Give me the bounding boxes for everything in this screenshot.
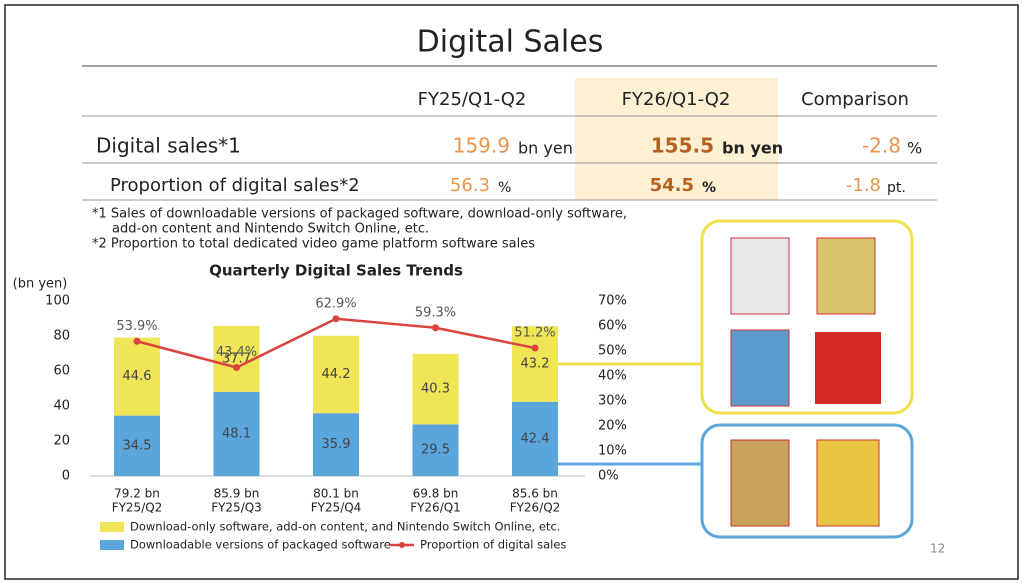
value-label: 35.9	[322, 437, 351, 452]
y-axis-label: (bn yen)	[13, 277, 68, 292]
bar-segment	[412, 353, 459, 425]
total-label: 85.9 bn	[214, 487, 260, 501]
cell-unit: %	[907, 139, 922, 158]
line-value-label: 53.9%	[116, 319, 157, 334]
cell-unit: bn yen	[518, 139, 573, 158]
y2-tick-label: 20%	[598, 419, 627, 434]
line-value-label: 62.9%	[315, 296, 356, 311]
cell-value: 56.3	[450, 175, 490, 196]
x-tick-label: FY25/Q2	[112, 501, 163, 515]
line-value-label: 51.2%	[514, 326, 555, 341]
footnote: add-on content and Nintendo Switch Onlin…	[112, 222, 429, 237]
total-label: 69.8 bn	[413, 487, 459, 501]
x-tick-label: FY25/Q3	[211, 501, 262, 515]
value-label: 43.2	[521, 357, 550, 372]
bar-segment	[213, 391, 260, 476]
y2-tick-label: 60%	[598, 319, 627, 334]
x-tick-label: FY25/Q4	[311, 501, 362, 515]
footnote: *1 Sales of downloadable versions of pac…	[92, 207, 627, 222]
bar-segment	[412, 424, 459, 476]
bar-segment	[313, 413, 359, 476]
chart-title: Quarterly Digital Sales Trends	[209, 262, 463, 280]
column-header: FY26/Q1-Q2	[622, 89, 731, 110]
line-point	[531, 344, 539, 352]
y2-tick-label: 0%	[598, 469, 619, 484]
cell-value: 155.5	[651, 134, 714, 158]
line-point	[332, 315, 340, 323]
bar-segment	[512, 326, 558, 402]
y2-tick-label: 30%	[598, 394, 627, 409]
line-point	[233, 364, 240, 371]
y-tick-label: 0	[62, 469, 70, 484]
page-number: 12	[930, 542, 945, 556]
value-label: 44.2	[322, 367, 351, 382]
product-image	[816, 439, 880, 527]
product-image	[730, 237, 790, 315]
legend-label: Proportion of digital sales	[420, 538, 566, 552]
cell-unit: bn yen	[722, 139, 783, 158]
cell-value: -2.8	[862, 134, 901, 158]
y-tick-label: 100	[45, 294, 70, 309]
line-point	[432, 324, 439, 332]
bar-segment	[512, 401, 558, 476]
legend-swatch	[100, 522, 124, 532]
highlight-column	[575, 78, 778, 200]
line-value-label: 59.3%	[415, 305, 456, 320]
x-tick-label: FY26/Q1	[410, 501, 461, 515]
legend-swatch	[100, 540, 124, 550]
legend-label: Download-only software, add-on content, …	[130, 520, 560, 534]
product-image	[815, 332, 881, 404]
cell-value: 159.9	[453, 134, 510, 158]
bar-segment	[313, 335, 359, 414]
cell-value: -1.8	[846, 175, 881, 196]
footnote: *2 Proportion to total dedicated video g…	[92, 237, 535, 252]
product-image	[730, 439, 790, 527]
y-tick-label: 20	[53, 434, 70, 449]
cell-unit: %	[498, 180, 511, 196]
y2-tick-label: 40%	[598, 369, 627, 384]
legend-label: Downloadable versions of packaged softwa…	[130, 538, 391, 552]
legend-swatch	[399, 542, 405, 548]
line-value-label: 43.4%	[216, 345, 257, 360]
value-label: 44.6	[123, 369, 152, 384]
cell-unit: %	[702, 180, 716, 196]
bar-segment	[114, 337, 160, 416]
slide-title: Digital Sales	[417, 25, 604, 60]
row-label: Digital sales*1	[96, 134, 241, 158]
column-header: Comparison	[801, 89, 909, 110]
y2-tick-label: 10%	[598, 444, 627, 459]
y2-tick-label: 50%	[598, 344, 627, 359]
line-point	[133, 337, 141, 345]
product-image	[816, 237, 876, 315]
value-label: 34.5	[123, 438, 152, 453]
y-tick-label: 60	[53, 364, 70, 379]
value-label: 40.3	[421, 382, 450, 397]
y-tick-label: 80	[53, 329, 70, 344]
y2-tick-label: 70%	[598, 294, 627, 309]
total-label: 85.6 bn	[512, 487, 558, 501]
cell-unit: pt.	[887, 180, 906, 196]
value-label: 48.1	[222, 426, 251, 441]
bar-segment	[114, 415, 160, 476]
total-label: 79.2 bn	[114, 487, 160, 501]
product-image	[730, 329, 790, 407]
total-label: 80.1 bn	[313, 487, 359, 501]
column-header: FY25/Q1-Q2	[418, 89, 527, 110]
cell-value: 54.5	[650, 175, 694, 196]
y-tick-label: 40	[53, 399, 70, 414]
x-tick-label: FY26/Q2	[510, 501, 561, 515]
value-label: 42.4	[521, 431, 550, 446]
row-label: Proportion of digital sales*2	[110, 175, 360, 196]
value-label: 29.5	[421, 443, 450, 458]
